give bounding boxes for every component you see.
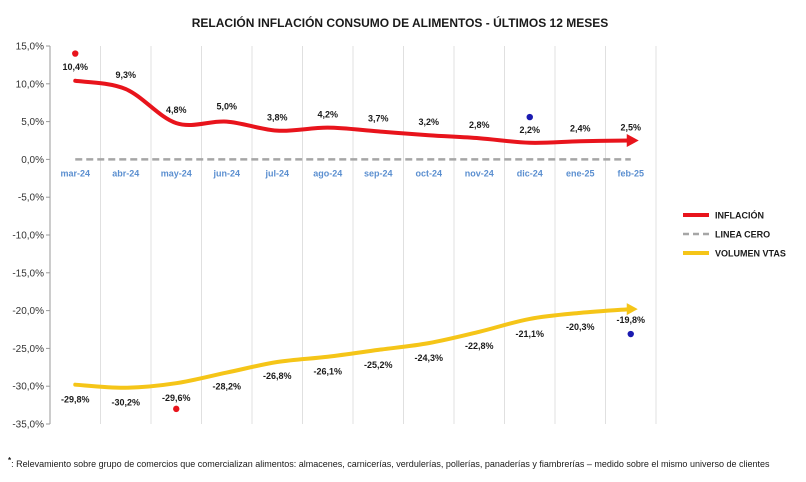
y-tick-label: -10,0% xyxy=(12,231,44,242)
marker-dot xyxy=(627,330,634,338)
inflacion-data-label: 5,0% xyxy=(216,102,237,112)
footnote: *: Relevamiento sobre grupo de comercios… xyxy=(8,456,798,469)
x-tick-label: dic-24 xyxy=(517,168,543,178)
inflacion-data-label: 3,7% xyxy=(368,113,389,123)
y-tick-label: -30,0% xyxy=(12,382,44,393)
volumen-vtas-data-label: -30,2% xyxy=(111,398,140,408)
series-lines xyxy=(73,78,639,390)
inflacion-arrowhead xyxy=(626,134,639,147)
volumen-vtas-arrowhead xyxy=(626,303,638,316)
volumen-vtas-data-label: -29,8% xyxy=(61,395,90,405)
x-tick-label: sep-24 xyxy=(364,168,393,178)
volumen-vtas-data-label: -21,1% xyxy=(515,329,544,339)
legend: INFLACIÓN LINEA CERO VOLUMEN VTAS xyxy=(683,210,786,259)
volumen-vtas-data-label: -26,8% xyxy=(263,371,292,381)
volumen-vtas-data-label: -24,3% xyxy=(414,353,443,363)
data-labels: 10,4% 9,3% 4,8% 5,0% 3,8% 4,2% 3,7% 3,2% 2,8% 2,2… xyxy=(61,62,645,408)
legend-label: INFLACIÓN xyxy=(715,210,764,221)
legend-label: VOLUMEN VTAS xyxy=(715,249,786,259)
inflacion-data-label: 3,8% xyxy=(267,113,288,123)
y-tick-label: -5,0% xyxy=(18,193,44,204)
y-tick-label: -15,0% xyxy=(12,268,44,279)
x-tick-label: jul-24 xyxy=(264,168,289,178)
x-tick-label: mar-24 xyxy=(60,168,90,178)
legend-label: LINEA CERO xyxy=(715,230,770,240)
footnote-mark: * xyxy=(8,456,12,465)
inflacion-data-label: 2,4% xyxy=(570,123,591,133)
volumen-vtas-line xyxy=(73,307,633,390)
inflacion-data-label: 3,2% xyxy=(418,117,439,127)
y-tick-label: 5,0% xyxy=(21,117,44,128)
inflacion-data-label: 2,2% xyxy=(519,125,540,135)
x-tick-label: feb-25 xyxy=(617,168,644,178)
inflacion-data-label: 2,5% xyxy=(620,123,641,133)
inflacion-line xyxy=(73,78,633,145)
y-tick-label: -20,0% xyxy=(12,306,44,317)
marker-dot xyxy=(173,405,180,413)
volumen-vtas-data-label: -29,6% xyxy=(162,393,191,403)
volumen-vtas-data-label: -22,8% xyxy=(465,341,494,351)
inflacion-data-label: 2,8% xyxy=(469,120,490,130)
volumen-vtas-data-label: -25,2% xyxy=(364,360,393,370)
x-tick-label: jun-24 xyxy=(212,168,240,178)
volumen-vtas-data-label: -20,3% xyxy=(566,322,595,332)
inflacion-data-label: 4,8% xyxy=(166,105,187,115)
volumen-vtas-data-label: -19,8% xyxy=(616,315,645,325)
y-tick-label: -25,0% xyxy=(12,344,44,355)
chart-title: RELACIÓN INFLACIÓN CONSUMO DE ALIMENTOS … xyxy=(192,15,608,30)
x-tick-label: ene-25 xyxy=(566,168,595,178)
grid xyxy=(49,46,657,424)
markers xyxy=(72,50,634,413)
inflacion-data-label: 4,2% xyxy=(317,110,338,120)
y-tick-label: 15,0% xyxy=(16,42,44,53)
footnote-text: : Relevamiento sobre grupo de comercios … xyxy=(11,459,770,469)
volumen-vtas-data-label: -26,1% xyxy=(313,367,342,377)
y-tick-label: 0,0% xyxy=(21,155,44,166)
inflacion-data-label: 10,4% xyxy=(62,62,88,72)
x-tick-label: abr-24 xyxy=(112,168,139,178)
volumen-vtas-data-label: -28,2% xyxy=(212,382,241,392)
x-tick-label: oct-24 xyxy=(415,168,442,178)
x-tick-label: may-24 xyxy=(161,168,192,178)
x-axis: mar-24 abr-24 may-24 jun-24 jul-24 ago-24 sep-… xyxy=(60,168,644,178)
x-tick-label: nov-24 xyxy=(465,168,494,178)
y-axis: 15,0% 10,0% 5,0% 0,0% -5,0% -10,0% -15,0% -20,0… xyxy=(12,42,50,431)
marker-dot xyxy=(72,50,79,57)
x-tick-label: ago-24 xyxy=(313,168,342,178)
y-tick-label: 10,0% xyxy=(16,79,44,90)
inflacion-data-label: 9,3% xyxy=(115,70,136,80)
y-tick-label: -35,0% xyxy=(12,420,44,431)
marker-dot xyxy=(526,113,533,121)
